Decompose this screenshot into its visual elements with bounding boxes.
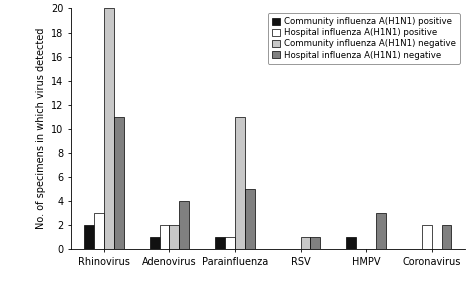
Bar [104,8,114,249]
Bar [245,189,255,249]
Bar [346,237,356,249]
Bar [150,237,160,249]
Bar [179,201,189,249]
Bar [442,225,451,249]
Bar [215,237,225,249]
Bar [160,225,169,249]
Bar [310,237,320,249]
Bar [376,213,386,249]
Bar [169,225,179,249]
Bar [84,225,94,249]
Bar [422,225,432,249]
Bar [301,237,310,249]
Bar [225,237,235,249]
Bar [94,213,104,249]
Bar [235,117,245,249]
Bar [114,117,124,249]
Legend: Community influenza A(H1N1) positive, Hospital influenza A(H1N1) positive, Commu: Community influenza A(H1N1) positive, Ho… [267,13,460,64]
Y-axis label: No. of specimens in which virus detected: No. of specimens in which virus detected [36,28,46,230]
